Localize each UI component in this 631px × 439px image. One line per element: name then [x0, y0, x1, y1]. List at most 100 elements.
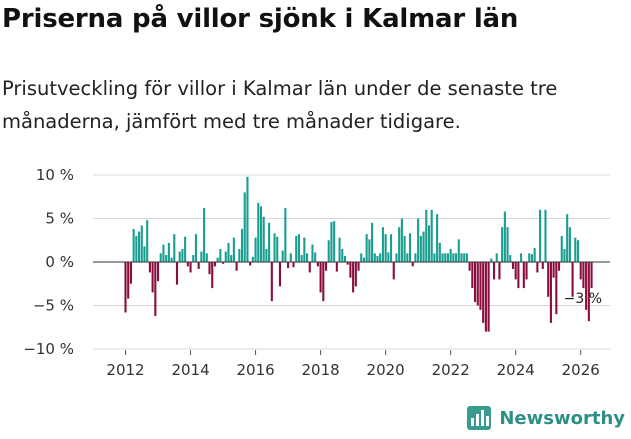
bar [154, 262, 157, 316]
bar [200, 251, 203, 262]
bar [544, 209, 547, 262]
chart-title: Priserna på villor sjönk i Kalmar län [2, 4, 519, 34]
gridlines [93, 174, 610, 350]
bar [194, 234, 198, 262]
bar [287, 262, 290, 269]
bar [533, 248, 536, 262]
bar [433, 253, 436, 262]
y-tick-label: −10 % [23, 340, 74, 358]
bar [498, 262, 501, 280]
bar [205, 253, 208, 262]
bar [224, 251, 227, 262]
bar [482, 262, 485, 323]
bar [392, 262, 395, 280]
bar [425, 209, 428, 262]
brand[interactable]: Newsworthy [466, 403, 625, 433]
bar [146, 220, 149, 262]
bar [251, 256, 254, 262]
bar [138, 231, 141, 262]
bar [216, 257, 219, 262]
bar [479, 262, 482, 310]
bar [189, 262, 192, 273]
x-tick-label: 2026 [562, 361, 600, 379]
bar [240, 228, 244, 262]
bar [338, 237, 341, 262]
bar [539, 209, 542, 262]
bar [265, 248, 268, 262]
bar [341, 248, 344, 262]
bar [335, 262, 338, 272]
bar [371, 222, 374, 262]
bar [520, 253, 523, 262]
bar [156, 262, 160, 282]
bar [360, 253, 363, 262]
bar [140, 225, 143, 262]
newsworthy-logo-icon [467, 406, 492, 430]
bar [449, 248, 452, 262]
bar [571, 262, 574, 297]
bar [278, 262, 282, 287]
bar [246, 176, 249, 262]
bar [522, 262, 525, 289]
bar [438, 242, 441, 262]
bar [455, 253, 458, 262]
bar [352, 262, 355, 293]
bar [211, 262, 214, 289]
bar [468, 262, 471, 271]
bar [373, 253, 376, 262]
bar [270, 262, 273, 302]
bar [330, 221, 333, 262]
bar [547, 262, 550, 297]
bar [460, 253, 463, 262]
bar [292, 262, 295, 268]
bar [487, 262, 490, 332]
bar [319, 262, 322, 293]
bar [303, 237, 306, 262]
bar [536, 262, 539, 273]
bar [232, 237, 235, 262]
brand-name: Newsworthy [499, 407, 625, 429]
bar [308, 262, 311, 273]
bar [403, 235, 406, 262]
bar [368, 239, 371, 262]
y-tick-label: −5 % [33, 297, 74, 315]
x-tick-label: 2018 [302, 361, 340, 379]
bar [230, 255, 233, 262]
bar [124, 262, 127, 313]
bar [192, 255, 195, 262]
x-axis: 2012 2014 2016 2018 2020 2022 2024 2026 [106, 350, 600, 379]
annotations: −3 % [564, 291, 602, 307]
bar [465, 253, 468, 262]
bar [314, 252, 317, 262]
bar [306, 253, 309, 262]
bar [143, 246, 146, 262]
bar [276, 236, 279, 262]
bar [208, 262, 211, 275]
bar [585, 262, 588, 310]
bar [284, 208, 287, 262]
bar [151, 262, 154, 293]
bar [262, 216, 265, 262]
bar [249, 262, 252, 266]
bar [555, 262, 558, 315]
bar [316, 262, 319, 267]
bar [476, 262, 479, 306]
bar [167, 242, 170, 262]
bar [528, 253, 531, 262]
bar [300, 255, 303, 262]
y-tick-label: 5 % [45, 210, 74, 228]
x-tick-label: 2024 [497, 361, 535, 379]
bar [560, 235, 563, 262]
bar [181, 248, 184, 262]
bar [379, 253, 382, 262]
bar [541, 262, 544, 269]
bar [349, 262, 352, 278]
bar [324, 262, 328, 271]
bar [173, 234, 176, 262]
bar [254, 237, 257, 262]
bar [343, 255, 347, 262]
x-tick-label: 2016 [236, 361, 274, 379]
bar [197, 262, 200, 269]
bar [170, 257, 173, 262]
